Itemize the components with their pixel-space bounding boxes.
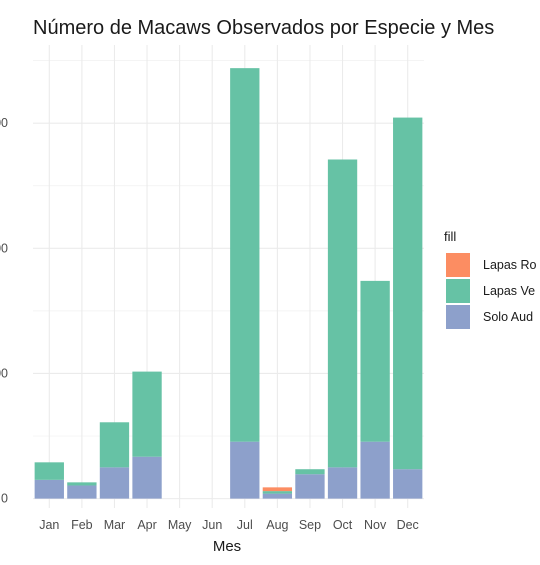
axis-layer: 0 200 400 600 Jan Feb Mar Apr May Jun Jul Aug Sep Oct… [0,116,419,532]
x-tick-label: Oct [333,518,353,532]
x-tick-label: May [168,518,192,532]
bar-segment [230,68,260,442]
x-tick-label: Apr [137,518,156,532]
legend-label: Lapas Ro [483,258,537,272]
bar-segment [99,422,130,468]
x-tick-label: Jul [237,518,253,532]
bar-segment [327,159,358,468]
chart-title: Número de Macaws Observados por Especie … [33,17,494,39]
x-tick-label: Mar [104,518,126,532]
x-tick-label: Sep [299,518,321,532]
x-tick-label: Dec [397,518,419,532]
bar-segment [34,462,64,480]
bar-segment [360,280,390,442]
legend: fill Lapas Ro Lapas Ve Solo Aud [444,229,537,329]
legend-key [446,253,470,277]
bar-segment [230,441,260,499]
legend-key [446,305,470,329]
bar-segment [262,487,293,492]
legend-title: fill [444,229,456,244]
bar-segment [295,469,325,475]
legend-label: Lapas Ve [483,284,535,298]
bar-segment [360,441,390,499]
x-tick-label: Nov [364,518,387,532]
x-tick-label: Jun [202,518,222,532]
y-tick-label: 400 [0,241,8,255]
legend-label: Solo Aud [483,310,533,324]
bar-segment [34,479,64,499]
legend-key [446,279,470,303]
x-tick-label: Jan [39,518,59,532]
bar-layer [34,68,423,499]
x-tick-label: Aug [266,518,288,532]
bar-segment [132,371,162,457]
bar-segment [393,117,423,470]
bar-segment [295,474,325,499]
x-axis-label: Mes [213,538,241,555]
bar-segment [99,467,130,499]
y-tick-label: 0 [1,492,8,506]
bar-segment [262,491,293,494]
bar-segment [132,456,162,499]
y-tick-label: 200 [0,366,8,380]
bar-segment [67,485,97,499]
bar-segment [393,469,423,499]
bar-segment [67,482,97,486]
bar-segment [262,493,293,499]
bar-segment [327,467,358,499]
y-tick-label: 600 [0,116,8,130]
x-tick-label: Feb [71,518,93,532]
